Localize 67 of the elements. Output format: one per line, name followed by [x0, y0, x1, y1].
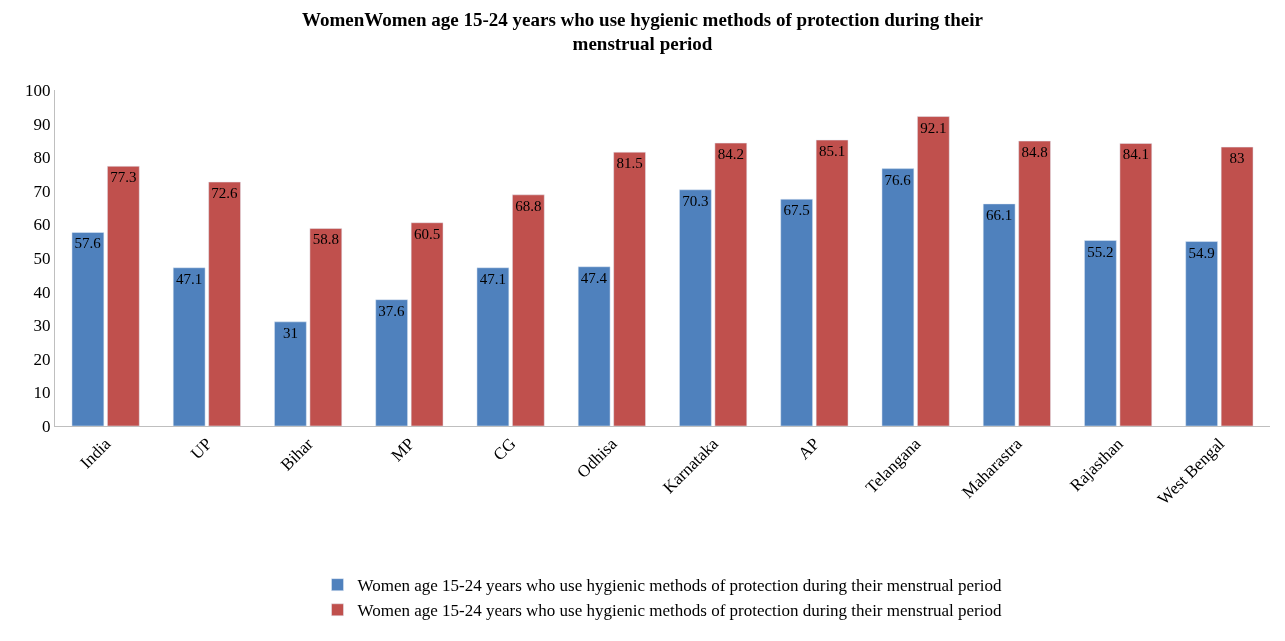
- bar: [1084, 240, 1117, 426]
- data-label: 47.4: [580, 269, 608, 286]
- y-tick-label: 20: [33, 349, 51, 369]
- bar: [71, 232, 105, 426]
- bar: [1119, 143, 1153, 426]
- chart-title: WomenWomen age 15-24 years who use hygienic methods of protection during their menstrual period: [302, 8, 984, 55]
- x-tick-label: CG: [489, 434, 520, 465]
- bar: [309, 228, 343, 426]
- bar: [815, 139, 849, 426]
- x-tick-label: UP: [186, 434, 216, 464]
- y-tick-label: 90: [33, 114, 51, 134]
- data-label: 31: [282, 324, 298, 341]
- data-label: 37.6: [378, 302, 406, 319]
- bar: [613, 151, 646, 426]
- data-label: 77.3: [110, 169, 137, 186]
- data-label: 68.8: [515, 197, 542, 214]
- bar: [172, 267, 206, 426]
- data-label: 84.8: [1021, 144, 1048, 161]
- x-tick-label: India: [76, 433, 115, 473]
- data-label: 84.2: [717, 146, 744, 163]
- y-tick-label: 70: [33, 181, 51, 201]
- data-label: 72.6: [211, 185, 238, 202]
- bar: [512, 194, 545, 426]
- y-tick-label: 0: [42, 416, 51, 436]
- data-label: 60.5: [413, 225, 441, 242]
- bar: [917, 116, 950, 426]
- y-tick-label: 50: [33, 248, 51, 268]
- data-label: 67.5: [783, 202, 810, 219]
- data-label: 85.1: [818, 143, 846, 160]
- bar: [208, 181, 241, 426]
- y-tick-label: 60: [33, 215, 51, 235]
- bar: [375, 299, 408, 426]
- data-label: 70.3: [682, 192, 709, 209]
- data-label: 54.9: [1188, 244, 1215, 261]
- bar: [476, 267, 510, 426]
- y-tick-label: 10: [33, 383, 51, 403]
- data-label: 76.6: [884, 171, 912, 188]
- data-label: 84.1: [1122, 146, 1149, 163]
- bar: [1220, 146, 1254, 426]
- bar: [1185, 241, 1218, 426]
- x-tick-label: MP: [387, 434, 419, 466]
- bar: [410, 222, 444, 426]
- legend-label: Women age 15-24 years who use hygienic methods of protection during their menstrual period: [357, 601, 1002, 621]
- bar: [679, 189, 712, 426]
- data-label: 47.1: [479, 270, 507, 287]
- data-label: 55.2: [1087, 243, 1114, 260]
- bar: [982, 203, 1016, 426]
- data-label: 83: [1229, 150, 1245, 167]
- y-tick-label: 100: [25, 80, 51, 100]
- data-label: 58.8: [312, 231, 339, 248]
- legend-label: Women age 15-24 years who use hygienic methods of protection during their menstrual period: [357, 576, 1002, 596]
- bar: [780, 198, 813, 426]
- bar: [577, 266, 611, 426]
- data-label: 92.1: [920, 119, 947, 136]
- data-label: 47.1: [176, 270, 203, 287]
- y-tick-label: 30: [33, 316, 51, 336]
- bar: [881, 168, 915, 426]
- bar: [1018, 140, 1051, 426]
- data-label: 57.6: [74, 235, 102, 252]
- data-label: 66.1: [986, 206, 1013, 223]
- y-tick-label: 40: [33, 282, 51, 302]
- y-tick-label: 80: [33, 148, 51, 168]
- bar: [274, 321, 307, 426]
- data-label: 81.5: [616, 155, 643, 172]
- bar: [107, 166, 140, 426]
- bar: [714, 142, 748, 426]
- x-tick-label: AP: [794, 434, 824, 464]
